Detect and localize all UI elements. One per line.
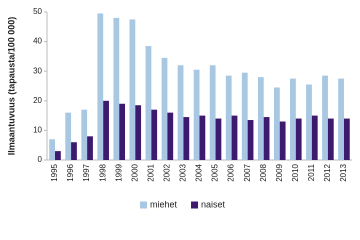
bar <box>119 103 126 160</box>
x-tick-label: 2013 <box>339 163 348 181</box>
x-tick-label: 2008 <box>259 163 268 181</box>
bar <box>71 142 77 160</box>
y-tick-label: 20 <box>33 96 42 105</box>
y-tick-label: 50 <box>33 7 42 16</box>
bar <box>145 46 152 160</box>
x-tick-label: 2000 <box>130 163 139 181</box>
bar <box>290 78 296 160</box>
bar <box>65 112 72 160</box>
bar <box>135 105 142 160</box>
bar <box>103 100 109 160</box>
y-tick-label: 30 <box>33 66 42 75</box>
bar <box>215 118 222 160</box>
bar <box>241 72 248 160</box>
bar <box>129 19 136 161</box>
legend-label: miehet <box>150 199 178 209</box>
x-tick-label: 2003 <box>179 163 188 181</box>
bar <box>55 151 61 160</box>
bar <box>327 118 334 160</box>
bar <box>257 77 264 160</box>
bar <box>338 78 344 160</box>
x-tick-label: 2004 <box>195 163 204 181</box>
x-tick-label: 2011 <box>307 163 316 181</box>
x-tick-label: 2002 <box>163 163 172 181</box>
bar <box>263 117 270 160</box>
bar <box>113 17 120 161</box>
x-tick-label: 2007 <box>243 163 252 181</box>
x-tick-label: 2009 <box>275 163 284 181</box>
bar <box>311 115 318 160</box>
bar <box>225 75 232 160</box>
bar <box>231 115 238 160</box>
bar <box>49 139 56 160</box>
legend-swatch <box>191 201 199 209</box>
y-axis-label: Ilmaantuvuus (tapausta/100 000) <box>6 17 16 156</box>
x-tick-label: 2005 <box>211 163 220 181</box>
x-tick-label: 1998 <box>98 163 107 181</box>
bar <box>97 13 104 161</box>
bar <box>161 57 168 160</box>
legend-swatch <box>140 201 147 209</box>
chart: Ilmaantuvuus (tapausta/100 000) 0 10 20 30 4… <box>6 7 352 209</box>
bar <box>167 112 174 160</box>
x-tick-label: 1999 <box>114 163 123 181</box>
x-tick-label: 1995 <box>50 163 59 181</box>
bar <box>151 109 158 160</box>
x-tick-label: 2006 <box>227 163 236 181</box>
bar <box>279 121 286 160</box>
x-tick-label: 2012 <box>323 163 332 181</box>
bar <box>209 65 216 160</box>
x-tick-label: 1997 <box>82 163 91 181</box>
y-tick-label: 10 <box>33 126 42 135</box>
x-tick-label: 2001 <box>146 163 155 181</box>
bar <box>193 69 200 160</box>
y-tick-label: 40 <box>33 37 42 46</box>
x-tick-label: 1996 <box>66 163 75 181</box>
bar <box>322 75 328 160</box>
bar <box>247 120 254 160</box>
bar <box>343 118 350 160</box>
bar <box>177 65 184 160</box>
bar <box>306 84 312 160</box>
bar <box>87 136 93 160</box>
bar <box>199 115 206 160</box>
bar <box>273 87 280 160</box>
y-tick-label: 0 <box>38 155 43 164</box>
bar <box>81 109 88 160</box>
legend-label: naiset <box>201 199 226 209</box>
x-tick-label: 2010 <box>291 163 300 181</box>
bar <box>183 117 190 160</box>
bar <box>295 118 302 160</box>
